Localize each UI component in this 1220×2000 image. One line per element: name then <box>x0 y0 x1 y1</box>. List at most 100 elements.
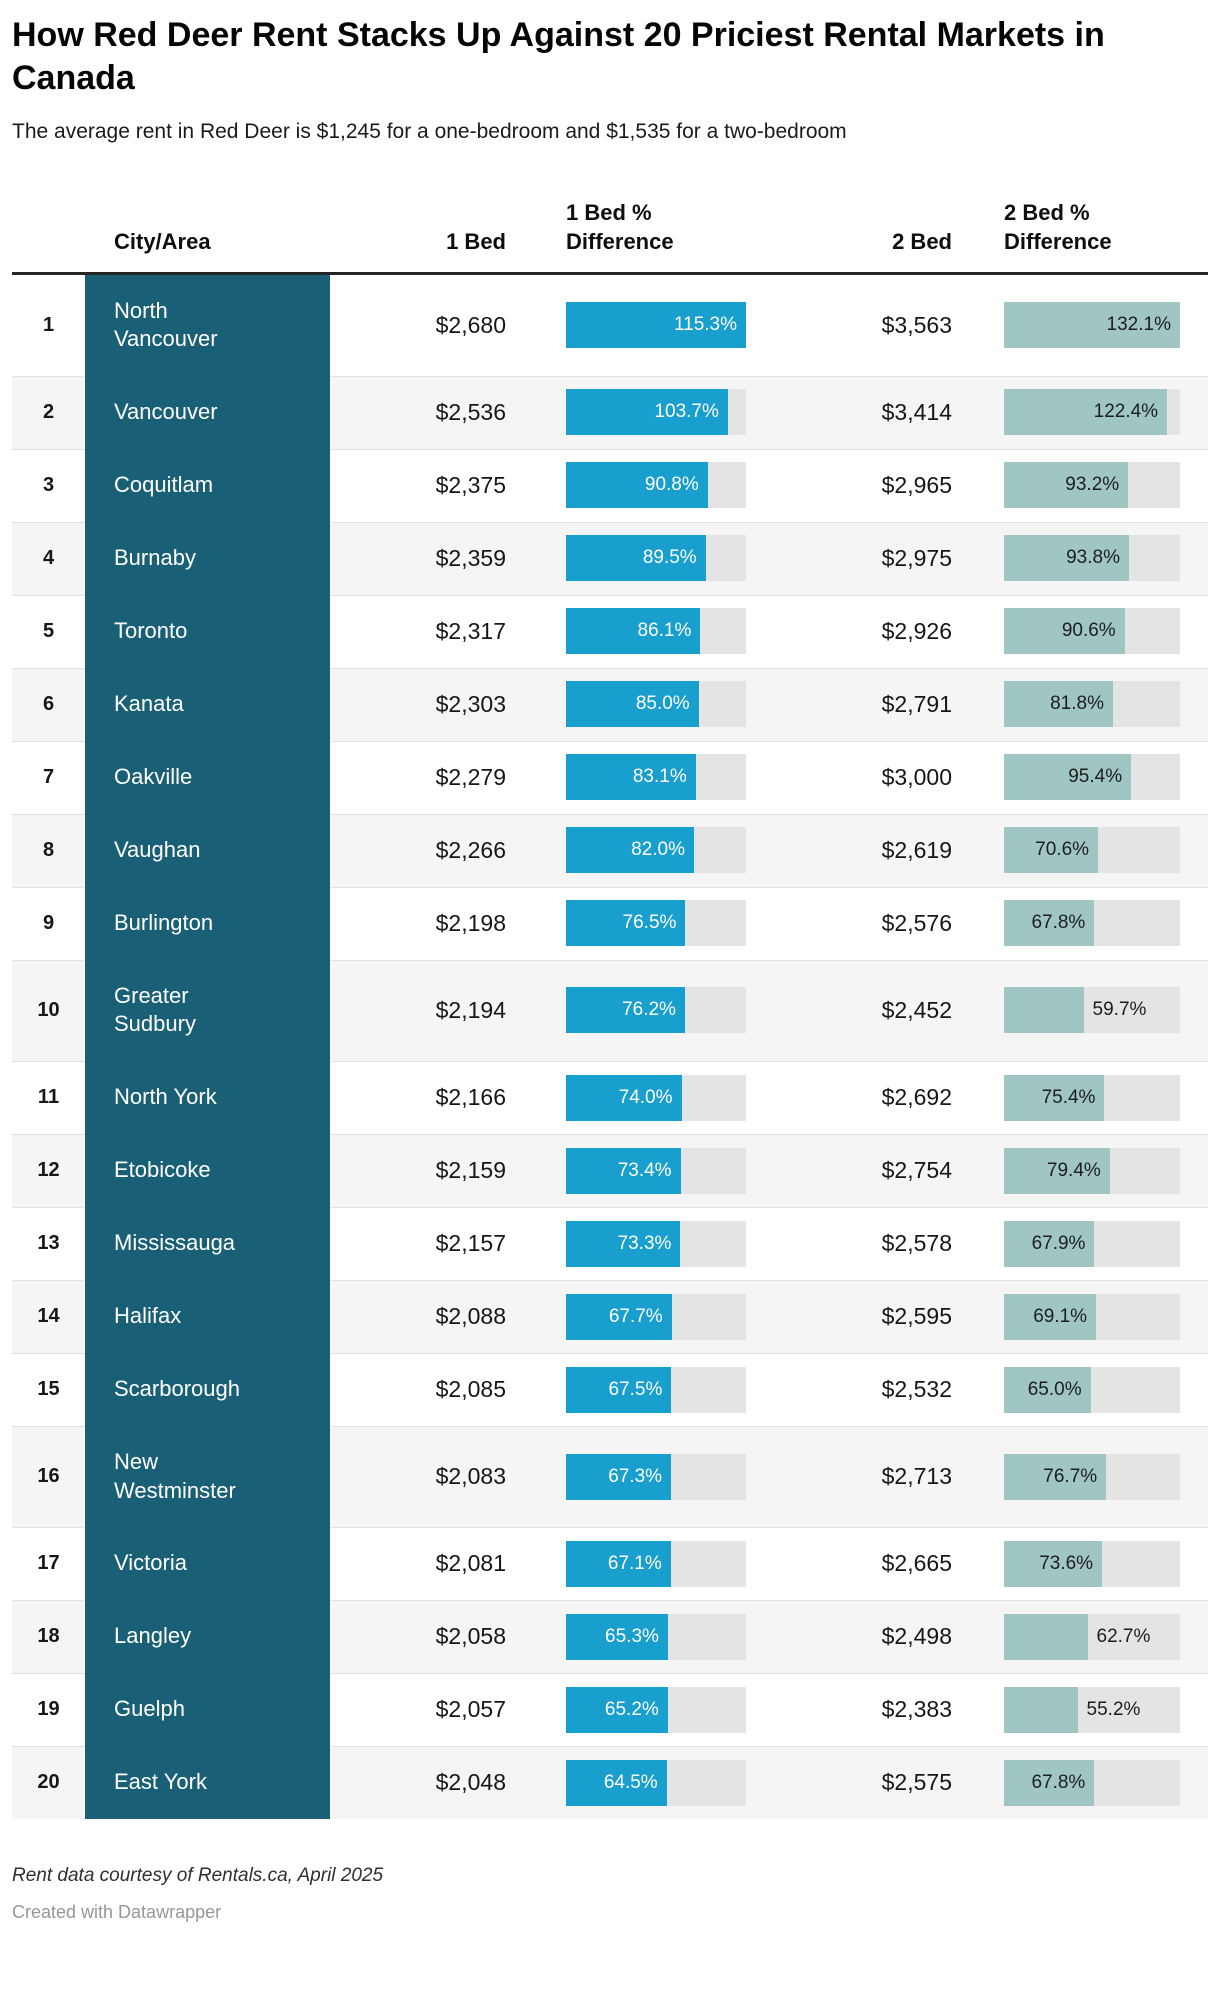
bar-track: 85.0% <box>566 681 746 728</box>
bar-track: 65.2% <box>566 1686 746 1733</box>
city-cell: North Vancouver <box>85 274 330 376</box>
header-2-bed-diff: 2 Bed % Difference <box>1004 199 1112 254</box>
two-bed-rent-cell: $2,791 <box>881 690 952 717</box>
bar-value-label: 81.8% <box>1050 693 1104 715</box>
one-bed-rent-cell: $2,085 <box>435 1376 506 1403</box>
two-bed-rent-cell: $2,965 <box>881 471 952 498</box>
bar-track: 67.3% <box>566 1453 746 1500</box>
city-cell: Vaughan <box>85 813 330 887</box>
bar-track: 76.2% <box>566 987 746 1034</box>
table-row: 1 North Vancouver $2,680 115.3% $3,563 132.1% <box>12 274 1208 376</box>
two-bed-diff-bar-cell: 62.7% <box>960 1613 1180 1660</box>
two-bed-diff-bar-cell: 65.0% <box>960 1366 1180 1413</box>
bar-fill: 75.4% <box>1004 1074 1105 1121</box>
bar-fill: 86.1% <box>566 608 701 655</box>
two-bed-diff-bar-cell: 75.4% <box>960 1074 1180 1121</box>
bar-value-label: 73.3% <box>617 1232 672 1254</box>
rank-cell: 18 <box>37 1625 60 1648</box>
rank-cell: 16 <box>37 1465 60 1488</box>
bar-value-label: 122.4% <box>1093 401 1159 423</box>
rank-cell: 8 <box>42 838 55 861</box>
bar-track: 69.1% <box>1004 1293 1180 1340</box>
two-bed-diff-bar-cell: 93.8% <box>960 535 1180 582</box>
city-cell: Mississauga <box>85 1207 330 1281</box>
table-row: 2 Vancouver $2,536 103.7% $3,414 122.4% <box>12 375 1208 449</box>
table-row: 18 Langley $2,058 65.3% $2,498 62.7% <box>12 1600 1208 1674</box>
bar-value-label: 55.2% <box>1086 1698 1141 1720</box>
bar-track: 90.6% <box>1004 608 1180 655</box>
bar-fill: 82.0% <box>566 827 695 874</box>
one-bed-rent-cell: $2,317 <box>435 617 506 644</box>
bar-track: 95.4% <box>1004 754 1180 801</box>
rank-cell: 11 <box>37 1086 60 1109</box>
one-bed-diff-bar-cell: 74.0% <box>514 1074 746 1121</box>
bar-fill: 81.8% <box>1004 681 1113 728</box>
bar-track: 74.0% <box>566 1074 746 1121</box>
bar-value-label: 90.8% <box>644 474 699 496</box>
bar-value-label: 76.7% <box>1043 1465 1098 1487</box>
bar-track: 93.8% <box>1004 535 1180 582</box>
bar-fill: 73.4% <box>566 1147 681 1194</box>
bar-value-label: 67.9% <box>1031 1232 1086 1254</box>
table-row: 19 Guelph $2,057 65.2% $2,383 55.2% <box>12 1673 1208 1747</box>
one-bed-diff-bar-cell: 73.3% <box>514 1220 746 1267</box>
rank-cell: 4 <box>42 546 55 569</box>
header-1-bed-diff: 1 Bed % Difference <box>566 199 674 254</box>
header-city-area: City/Area <box>114 228 211 254</box>
bar-value-label: 64.5% <box>603 1771 658 1793</box>
bar-fill: 67.9% <box>1004 1220 1095 1267</box>
rank-cell: 15 <box>37 1378 60 1401</box>
rank-cell: 2 <box>42 400 55 423</box>
bar-fill: 65.2% <box>566 1686 668 1733</box>
rank-cell: 14 <box>37 1305 60 1328</box>
bar-fill: 85.0% <box>566 681 699 728</box>
two-bed-diff-bar-cell: 81.8% <box>960 681 1180 728</box>
bar-fill: 103.7% <box>566 389 728 436</box>
bar-fill: 67.5% <box>566 1366 672 1413</box>
bar-fill: 70.6% <box>1004 827 1099 874</box>
table-row: 9 Burlington $2,198 76.5% $2,576 67.8% <box>12 886 1208 960</box>
bar-value-label: 74.0% <box>618 1086 673 1108</box>
one-bed-rent-cell: $2,057 <box>435 1696 506 1723</box>
bar-value-label: 70.6% <box>1035 839 1090 861</box>
two-bed-rent-cell: $2,754 <box>881 1157 952 1184</box>
one-bed-diff-bar-cell: 67.5% <box>514 1366 746 1413</box>
datawrapper-credit-link[interactable]: Created with Datawrapper <box>12 1902 222 1923</box>
two-bed-diff-bar-cell: 79.4% <box>960 1147 1180 1194</box>
bar-value-label: 86.1% <box>637 620 692 642</box>
rank-cell: 5 <box>42 619 55 642</box>
bar-value-label: 76.2% <box>622 999 676 1021</box>
bar-value-label: 73.6% <box>1039 1552 1094 1574</box>
two-bed-rent-cell: $2,383 <box>881 1696 952 1723</box>
table-row: 14 Halifax $2,088 67.7% $2,595 69.1% <box>12 1280 1208 1354</box>
two-bed-rent-cell: $2,575 <box>881 1769 952 1796</box>
two-bed-diff-bar-cell: 67.8% <box>960 1759 1180 1806</box>
bar-value-label: 67.3% <box>608 1465 663 1487</box>
table-row: 7 Oakville $2,279 83.1% $3,000 95.4% <box>12 740 1208 814</box>
bar-track: 65.0% <box>1004 1366 1180 1413</box>
bar-track: 75.4% <box>1004 1074 1180 1121</box>
table-row: 16 New Westminster $2,083 67.3% $2,713 76.7% <box>12 1426 1208 1528</box>
one-bed-rent-cell: $2,058 <box>435 1623 506 1650</box>
two-bed-rent-cell: $2,619 <box>881 836 952 863</box>
one-bed-rent-cell: $2,375 <box>435 471 506 498</box>
bar-track: 115.3% <box>566 302 746 349</box>
page-title: How Red Deer Rent Stacks Up Against 20 P… <box>12 16 1105 98</box>
rank-cell: 17 <box>37 1552 60 1575</box>
one-bed-rent-cell: $2,359 <box>435 544 506 571</box>
bar-fill: 90.6% <box>1004 608 1125 655</box>
bar-value-label: 93.8% <box>1066 547 1120 569</box>
city-cell: Kanata <box>85 667 330 741</box>
bar-track: 86.1% <box>566 608 746 655</box>
one-bed-diff-bar-cell: 67.7% <box>514 1293 746 1340</box>
city-cell: Burlington <box>85 886 330 960</box>
two-bed-diff-bar-cell: 132.1% <box>960 302 1180 349</box>
city-cell: East York <box>85 1746 330 1820</box>
rank-cell: 6 <box>42 692 55 715</box>
one-bed-rent-cell: $2,083 <box>435 1463 506 1490</box>
bar-value-label: 103.7% <box>654 401 719 423</box>
rank-cell: 19 <box>37 1698 60 1721</box>
bar-fill: 69.1% <box>1004 1293 1097 1340</box>
bar-track: 132.1% <box>1004 302 1180 349</box>
bar-track: 62.7% <box>1004 1613 1180 1660</box>
